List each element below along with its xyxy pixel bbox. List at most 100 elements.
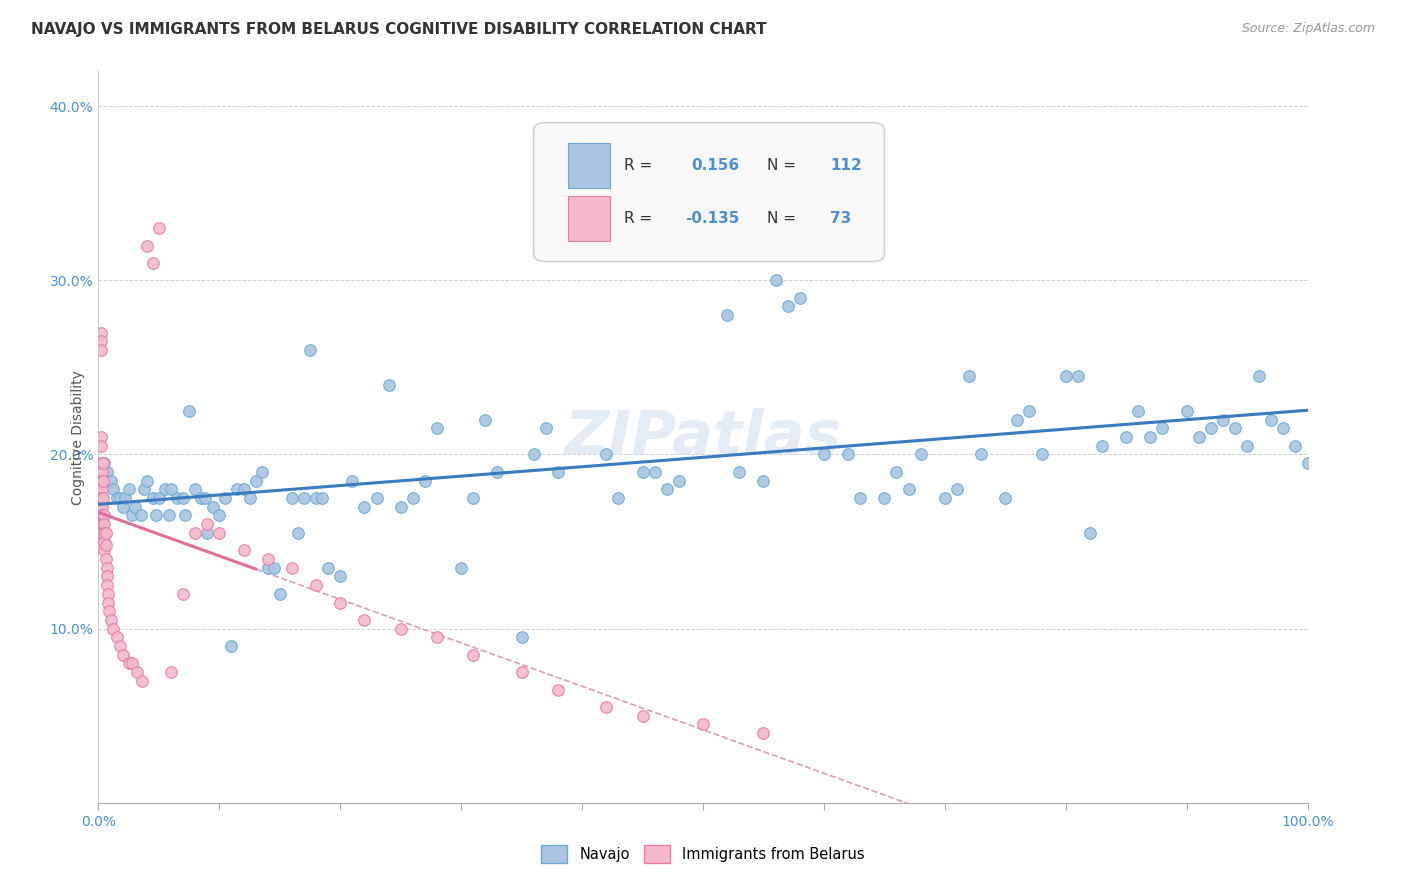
- Point: [765, 273, 787, 287]
- Point: [195, 517, 218, 532]
- Point: [89, 491, 111, 505]
- Point: [256, 552, 278, 566]
- Point: [1260, 412, 1282, 426]
- Point: [607, 491, 630, 505]
- Point: [91, 491, 114, 505]
- Point: [96, 560, 118, 574]
- Point: [118, 483, 141, 497]
- Point: [752, 726, 775, 740]
- Point: [1199, 421, 1222, 435]
- Point: [100, 613, 122, 627]
- Point: [89, 474, 111, 488]
- Point: [305, 491, 328, 505]
- Point: [91, 465, 114, 479]
- FancyBboxPatch shape: [534, 122, 884, 261]
- Point: [752, 474, 775, 488]
- Point: [510, 631, 533, 645]
- Point: [934, 491, 956, 505]
- Point: [89, 483, 111, 497]
- Point: [105, 491, 128, 505]
- Point: [631, 465, 654, 479]
- Point: [311, 491, 333, 505]
- Point: [946, 483, 969, 497]
- Text: ZIPatlas: ZIPatlas: [564, 408, 842, 467]
- Point: [716, 308, 738, 322]
- Point: [250, 465, 273, 479]
- Point: [97, 595, 120, 609]
- Point: [837, 448, 859, 462]
- Point: [1128, 404, 1150, 418]
- Text: N =: N =: [768, 158, 801, 173]
- Point: [1284, 439, 1306, 453]
- Point: [208, 508, 231, 523]
- Point: [194, 491, 217, 505]
- Point: [316, 560, 339, 574]
- Point: [547, 465, 569, 479]
- Point: [776, 300, 799, 314]
- Point: [1249, 369, 1271, 384]
- Legend: Navajo, Immigrants from Belarus: Navajo, Immigrants from Belarus: [536, 839, 870, 869]
- Point: [93, 543, 115, 558]
- Point: [245, 474, 267, 488]
- Point: [114, 491, 136, 505]
- Point: [105, 631, 128, 645]
- Point: [93, 534, 115, 549]
- Point: [94, 538, 117, 552]
- Point: [91, 525, 114, 540]
- Point: [571, 229, 593, 244]
- Point: [523, 448, 546, 462]
- Point: [91, 517, 114, 532]
- Point: [813, 448, 835, 462]
- Point: [121, 508, 143, 523]
- Point: [292, 491, 315, 505]
- Point: [413, 474, 436, 488]
- Point: [91, 508, 114, 523]
- Point: [179, 404, 201, 418]
- Point: [256, 560, 278, 574]
- Point: [463, 648, 485, 662]
- Point: [1236, 439, 1258, 453]
- Point: [195, 525, 218, 540]
- Point: [97, 587, 120, 601]
- Point: [91, 500, 114, 514]
- Point: [157, 508, 180, 523]
- Point: [402, 491, 425, 505]
- Point: [96, 465, 118, 479]
- Point: [377, 377, 399, 392]
- Point: [1139, 430, 1161, 444]
- Point: [1175, 404, 1198, 418]
- Point: [1078, 525, 1101, 540]
- Point: [172, 587, 194, 601]
- Point: [153, 483, 176, 497]
- Point: [631, 708, 654, 723]
- Point: [450, 560, 472, 574]
- Point: [353, 500, 375, 514]
- Point: [91, 474, 114, 488]
- Point: [142, 491, 165, 505]
- Point: [160, 483, 183, 497]
- Text: R =: R =: [624, 158, 658, 173]
- Point: [426, 631, 449, 645]
- Point: [93, 456, 115, 470]
- Text: -0.135: -0.135: [685, 211, 740, 226]
- Point: [910, 448, 932, 462]
- Point: [90, 430, 112, 444]
- Point: [98, 604, 121, 618]
- Point: [91, 483, 114, 497]
- Point: [389, 622, 412, 636]
- Point: [93, 517, 115, 532]
- Point: [134, 483, 156, 497]
- Point: [145, 508, 167, 523]
- Point: [1212, 412, 1234, 426]
- Point: [534, 421, 557, 435]
- Point: [91, 474, 114, 488]
- Point: [728, 465, 751, 479]
- Point: [101, 622, 124, 636]
- Point: [281, 560, 304, 574]
- Point: [1296, 456, 1319, 470]
- Point: [131, 673, 153, 688]
- Point: [644, 465, 666, 479]
- Point: [1067, 369, 1090, 384]
- Point: [789, 291, 811, 305]
- Point: [108, 639, 131, 653]
